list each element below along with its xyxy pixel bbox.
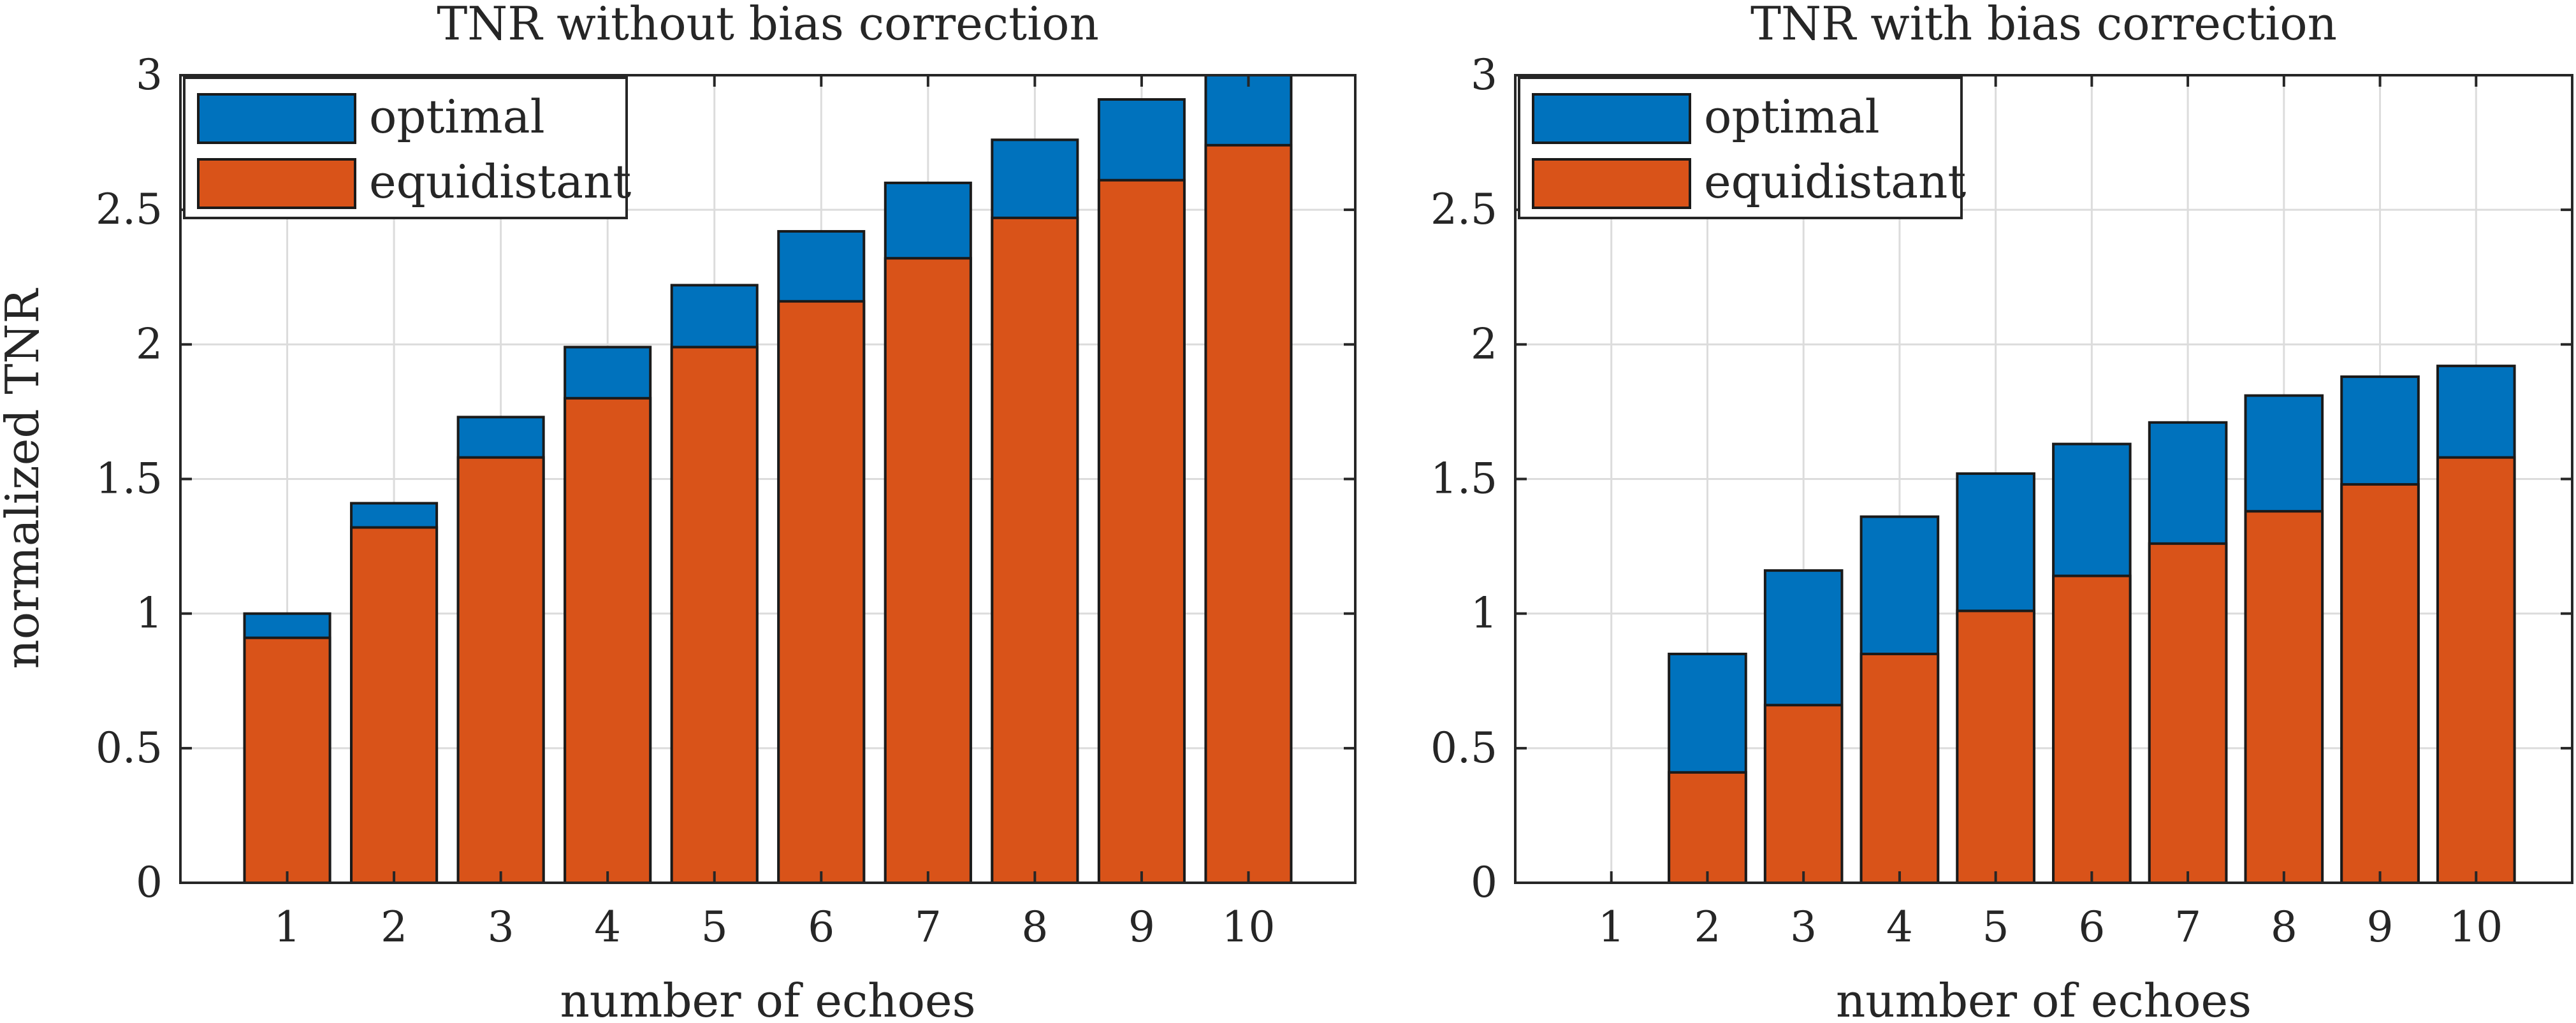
x-tick-label: 3 bbox=[1790, 903, 1817, 952]
x-tick-label: 10 bbox=[2449, 903, 2503, 952]
x-tick-label: 4 bbox=[1886, 903, 1913, 952]
y-tick-label: 3 bbox=[136, 50, 163, 99]
bar-equidistant-8 bbox=[2244, 510, 2324, 884]
bar-equidistant-9 bbox=[1097, 178, 1186, 885]
y-tick-label: 0 bbox=[1471, 858, 1497, 907]
y-tick-label: 2.5 bbox=[96, 185, 163, 234]
bar-equidistant-3 bbox=[1763, 704, 1844, 884]
bar-equidistant-2 bbox=[1668, 771, 1747, 885]
y-tick-label: 1 bbox=[136, 589, 163, 638]
chart-title: TNR without bias correction bbox=[437, 0, 1099, 50]
legend-swatch-equidistant bbox=[197, 158, 356, 209]
x-tick-label: 4 bbox=[594, 903, 621, 952]
chart-panel-2: 1 2 3 4 5 6 7 8 9 10 0 0.5 1 1.5 2 2.5 3 TNR with bias co… bbox=[1430, 0, 2573, 1023]
legend-label-optimal: optimal bbox=[1704, 90, 1880, 143]
bar-equidistant-1 bbox=[243, 636, 331, 885]
y-tick-label: 2 bbox=[136, 319, 163, 368]
legend: optimal equidistant bbox=[183, 76, 631, 219]
legend-swatch-optimal bbox=[1532, 93, 1691, 144]
y-tick-label: 2 bbox=[1471, 319, 1497, 368]
x-tick-label: 1 bbox=[1598, 903, 1625, 952]
legend-swatch-optimal bbox=[197, 93, 356, 144]
x-axis-label: number of echoes bbox=[560, 974, 975, 1023]
y-tick-label: 1.5 bbox=[96, 454, 163, 504]
bar-equidistant-5 bbox=[670, 345, 759, 884]
x-tick-label: 5 bbox=[1983, 903, 2009, 952]
y-tick-label: 3 bbox=[1471, 50, 1497, 99]
bar-equidistant-3 bbox=[456, 456, 545, 884]
bar-equidistant-4 bbox=[564, 396, 652, 884]
bar-equidistant-10 bbox=[2436, 456, 2516, 884]
x-tick-label: 8 bbox=[1021, 903, 1048, 952]
y-tick-label: 0.5 bbox=[96, 723, 163, 773]
x-tick-label: 2 bbox=[1694, 903, 1721, 952]
bar-equidistant-6 bbox=[2052, 574, 2132, 884]
y-tick-label: 0.5 bbox=[1430, 723, 1497, 773]
x-axis-label: number of echoes bbox=[1836, 974, 2252, 1023]
bar-equidistant-5 bbox=[1956, 609, 2035, 885]
bar-equidistant-7 bbox=[2148, 542, 2228, 884]
bar-equidistant-10 bbox=[1204, 143, 1293, 885]
bar-equidistant-8 bbox=[991, 216, 1079, 884]
x-tick-label: 6 bbox=[2078, 903, 2105, 952]
legend-label-equidistant: equidistant bbox=[1704, 155, 1966, 208]
x-tick-label: 7 bbox=[2174, 903, 2201, 952]
chart-panel-1: 1 2 3 4 5 6 7 8 9 10 0 0.5 1 1.5 2 2.5 3 TNR without bias… bbox=[0, 0, 1357, 1023]
bar-equidistant-4 bbox=[1859, 653, 1940, 885]
bar-equidistant-6 bbox=[777, 300, 866, 884]
legend: optimal equidistant bbox=[1518, 76, 1966, 219]
y-tick-label: 2.5 bbox=[1430, 185, 1497, 234]
bar-equidistant-7 bbox=[884, 257, 972, 885]
x-tick-label: 7 bbox=[915, 903, 942, 952]
legend-label-equidistant: equidistant bbox=[369, 155, 631, 208]
bar-equidistant-9 bbox=[2340, 482, 2420, 884]
x-tick-label: 10 bbox=[1221, 903, 1275, 952]
y-tick-label: 0 bbox=[136, 858, 163, 907]
x-tick-label: 3 bbox=[488, 903, 514, 952]
chart-title: TNR with bias correction bbox=[1750, 0, 2337, 50]
y-axis-label: normalized TNR bbox=[0, 288, 49, 669]
legend-swatch-equidistant bbox=[1532, 158, 1691, 209]
x-tick-label: 9 bbox=[1128, 903, 1155, 952]
bar-equidistant-2 bbox=[350, 526, 439, 884]
y-tick-label: 1.5 bbox=[1430, 454, 1497, 504]
x-tick-label: 8 bbox=[2271, 903, 2297, 952]
legend-label-optimal: optimal bbox=[369, 90, 545, 143]
y-tick-label: 1 bbox=[1471, 589, 1497, 638]
x-tick-label: 2 bbox=[381, 903, 407, 952]
x-tick-label: 6 bbox=[808, 903, 834, 952]
x-tick-label: 1 bbox=[274, 903, 301, 952]
x-tick-label: 5 bbox=[701, 903, 728, 952]
x-tick-label: 9 bbox=[2367, 903, 2394, 952]
